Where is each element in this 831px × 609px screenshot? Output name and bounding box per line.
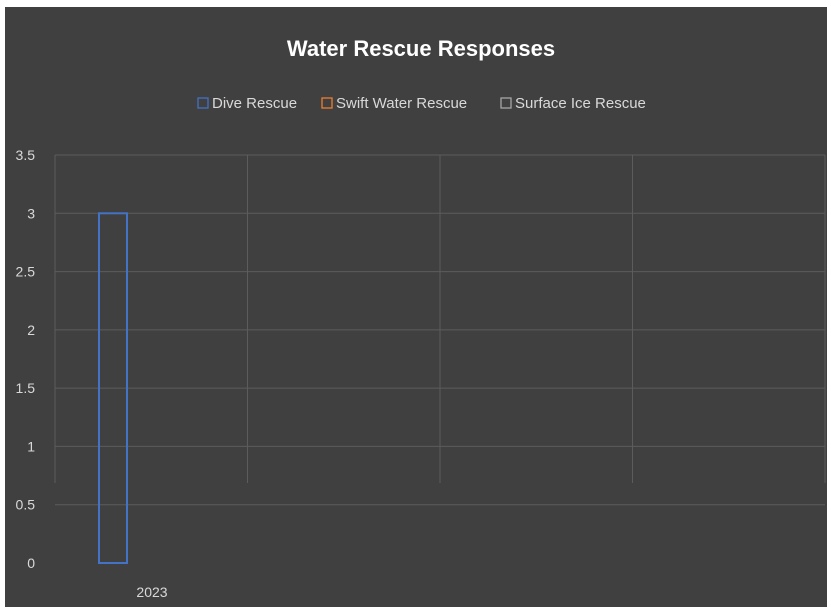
legend-swatch-surface-ice-rescue <box>500 97 512 109</box>
legend-label-surface-ice-rescue: Surface Ice Rescue <box>515 95 646 112</box>
y-tick-label: 1 <box>27 438 35 454</box>
y-tick-label: 2 <box>27 322 35 338</box>
chart-bars <box>98 212 128 565</box>
chart-svg: Water Rescue Responses Dive Rescue Swift … <box>16 36 826 600</box>
x-axis-ticks: 2023 <box>136 584 167 600</box>
legend-item-dive-rescue: Dive Rescue <box>197 95 297 112</box>
chart-legend: Dive Rescue Swift Water Rescue Surface Ice… <box>197 95 646 112</box>
legend-swatch-dive-rescue <box>197 97 209 109</box>
legend-item-surface-ice-rescue: Surface Ice Rescue <box>500 95 646 112</box>
y-tick-label: 2.5 <box>16 264 36 280</box>
legend-label-swift-water-rescue: Swift Water Rescue <box>336 95 467 112</box>
y-tick-label: 0.5 <box>16 497 36 513</box>
chart-grid <box>54 154 826 506</box>
y-tick-label: 0 <box>27 555 35 571</box>
legend-item-swift-water-rescue: Swift Water Rescue <box>321 95 467 112</box>
y-axis-ticks: 0 0.5 1 1.5 2 2.5 3 3.5 <box>16 147 36 571</box>
y-tick-label: 1.5 <box>16 380 36 396</box>
legend-label-dive-rescue: Dive Rescue <box>212 95 297 112</box>
chart-frame: Water Rescue Responses Dive Rescue Swift … <box>5 7 827 607</box>
x-tick-label: 2023 <box>136 584 167 600</box>
bar-dive-rescue-2023 <box>98 212 128 565</box>
legend-swatch-swift-water-rescue <box>321 97 333 109</box>
y-tick-label: 3 <box>27 205 35 221</box>
chart-title: Water Rescue Responses <box>287 36 555 61</box>
y-tick-label: 3.5 <box>16 147 36 163</box>
